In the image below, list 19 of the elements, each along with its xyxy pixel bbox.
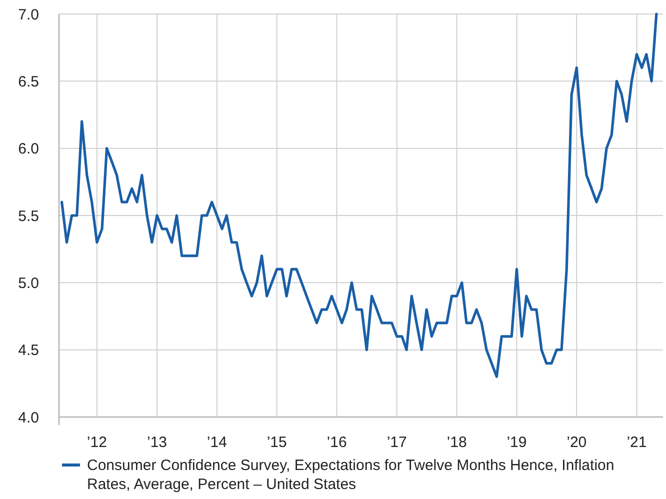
x-tick-label: ’13 bbox=[146, 434, 168, 451]
y-tick-label: 5.5 bbox=[18, 208, 39, 225]
line-series bbox=[60, 12, 658, 378]
y-tick-label: 4.5 bbox=[18, 342, 39, 360]
x-tick-label: ’21 bbox=[626, 434, 647, 451]
x-tick-label: ’20 bbox=[566, 434, 587, 451]
x-tick-label: ’16 bbox=[326, 434, 347, 451]
x-tick-label: ’14 bbox=[206, 434, 227, 451]
y-tick-label: 6.5 bbox=[18, 73, 39, 90]
y-tick-label: 4.0 bbox=[18, 409, 39, 426]
y-tick-label: 7.0 bbox=[18, 6, 39, 24]
x-tick-label: ’15 bbox=[266, 434, 287, 451]
y-tick-label: 5.0 bbox=[18, 274, 39, 292]
x-tick-label: ’18 bbox=[446, 434, 467, 451]
x-tick-label: ’17 bbox=[386, 434, 407, 451]
x-tick-label: ’19 bbox=[506, 434, 527, 451]
y-tick-label: 6.0 bbox=[18, 140, 39, 158]
legend-label: Consumer Confidence Survey, Expectations for Twelve Months Hence, Inflation Rates, Average, Percent – United States bbox=[87, 457, 614, 493]
x-tick-label: ’12 bbox=[86, 434, 107, 451]
